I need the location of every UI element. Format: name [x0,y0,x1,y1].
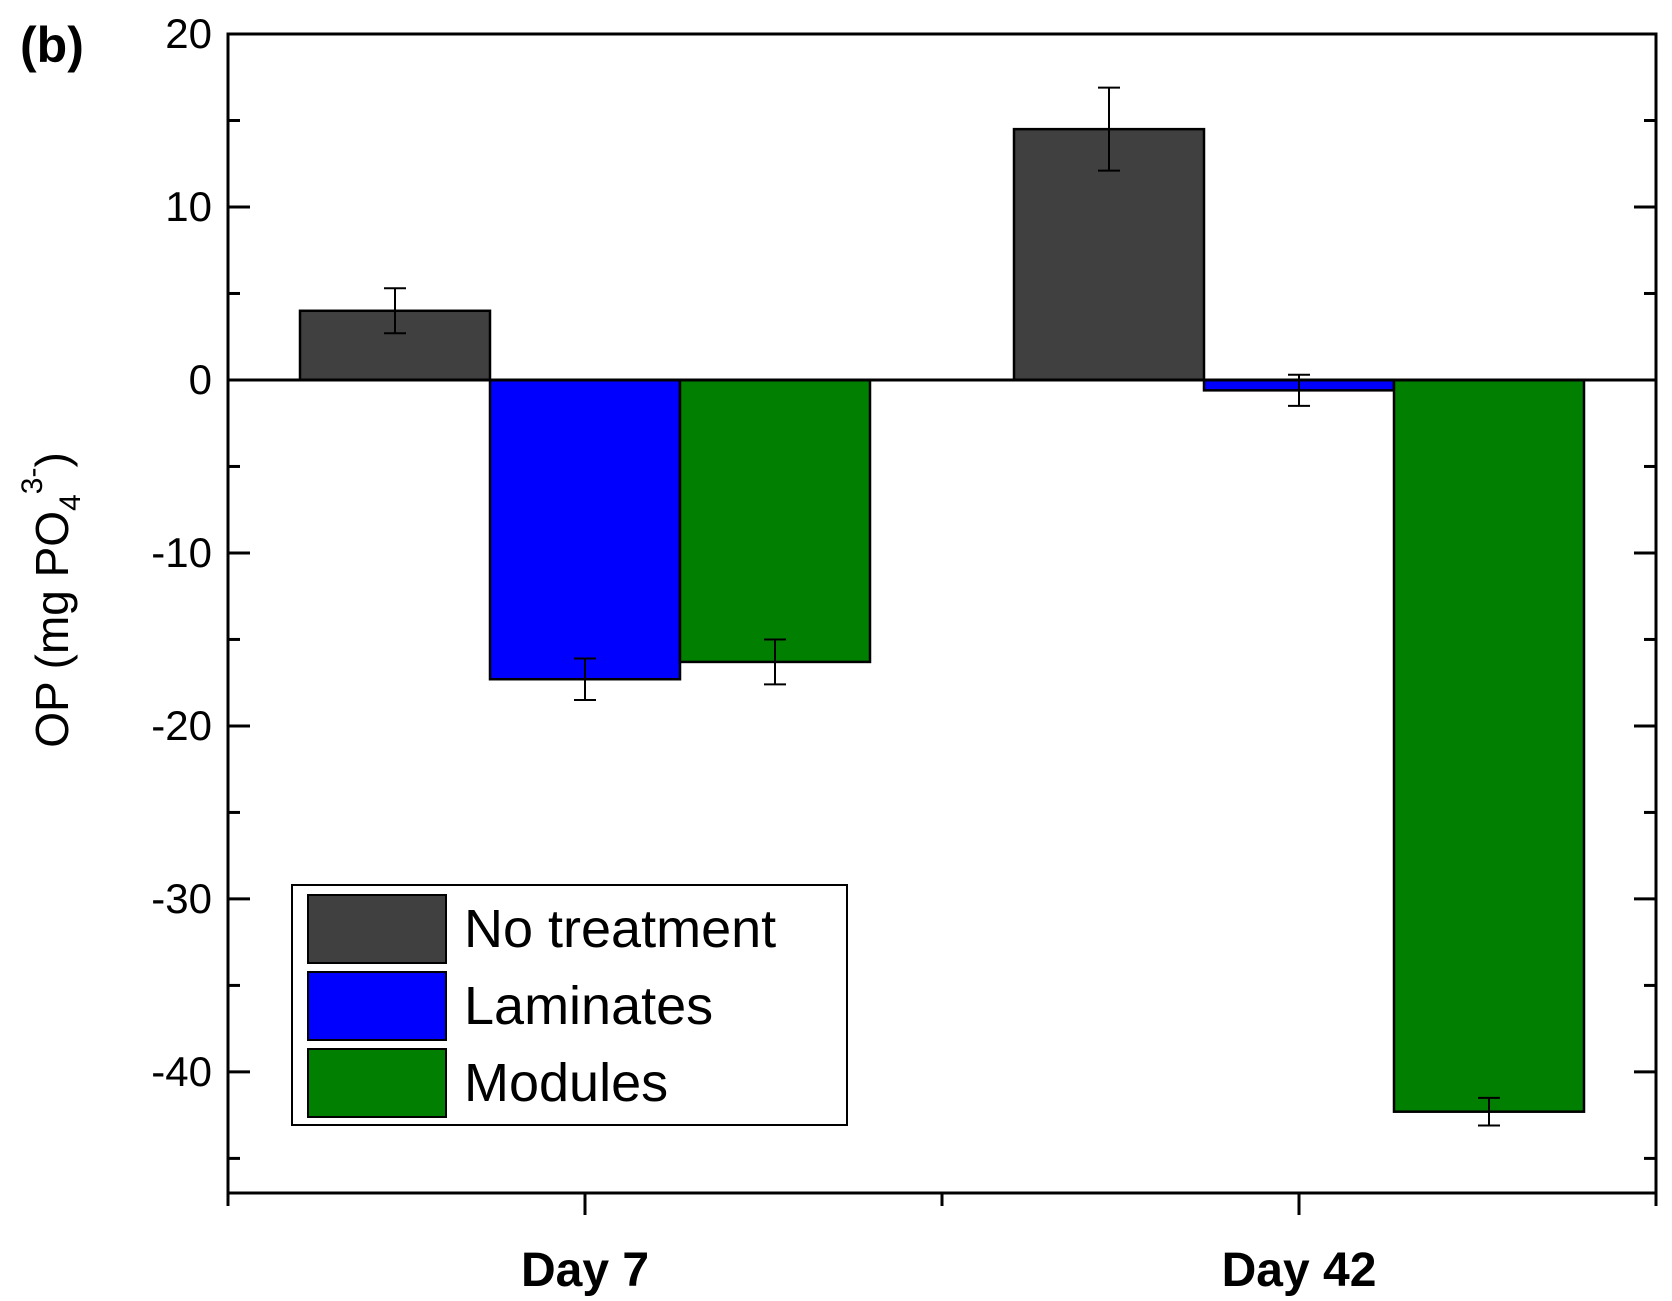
x-category-label: Day 7 [521,1244,649,1297]
y-axis-label: OP (mg PO4 3-) [16,452,87,748]
y-tick-label: -10 [151,529,212,576]
y-tick-label: -30 [151,875,212,922]
y-tick-label: -40 [151,1048,212,1095]
y-axis-label-sub: 4 [54,494,87,511]
legend-swatch [307,894,447,964]
y-tick-label: 10 [165,183,212,230]
plot-area: 20 10 0 -10 -20 -30 -40 Day 7 Day 42 [151,10,1658,1297]
legend-label: Modules [464,1053,668,1113]
svg-text:OP (mg PO43-): OP (mg PO4 3-) [16,452,87,748]
y-tick-label: 20 [165,10,212,57]
legend-label: No treatment [464,899,776,959]
y-axis-label-main: OP (mg PO [26,511,78,748]
y-axis-label-close: ) [26,452,78,467]
y-tick-label: 0 [189,356,212,403]
legend: No treatment Laminates Modules [291,884,848,1126]
y-tick-label: -20 [151,702,212,749]
legend-label: Laminates [464,976,713,1036]
y-axis-label-sup: 3- [16,468,49,495]
bar [1392,378,1586,1113]
legend-swatch [307,971,447,1041]
bar [678,378,872,664]
legend-swatch [307,1048,447,1118]
x-category-label: Day 42 [1222,1244,1377,1297]
panel-label: (b) [20,17,84,73]
bar [488,378,682,681]
